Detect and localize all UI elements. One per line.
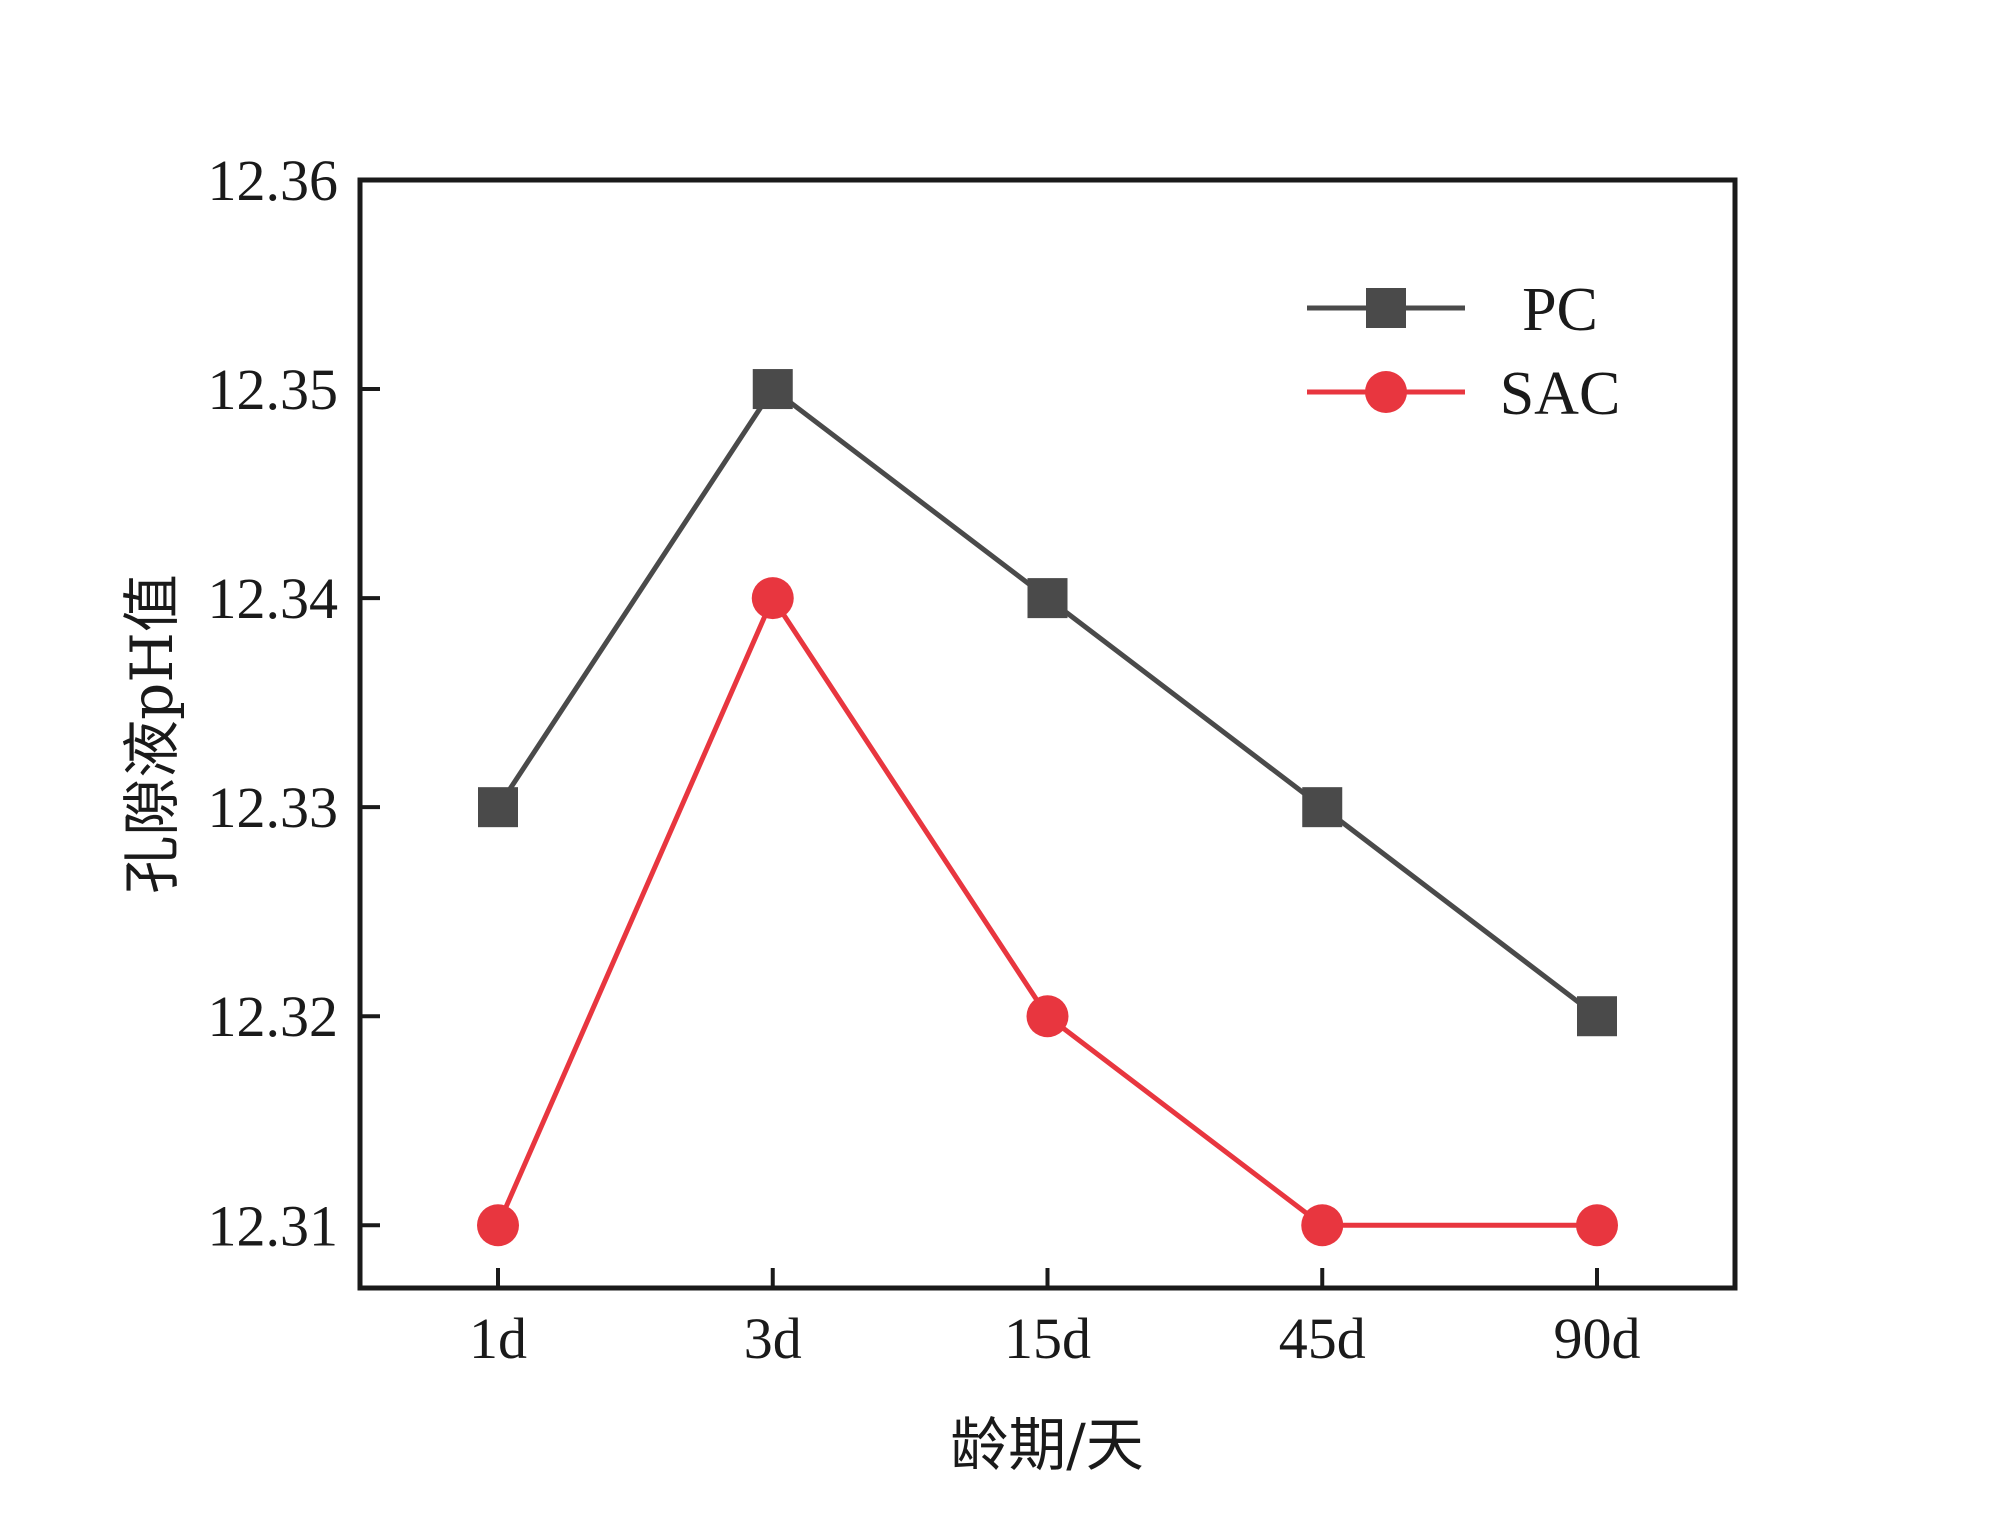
point-sac: [1301, 1204, 1344, 1247]
point-pc: [752, 369, 793, 410]
legend-marker-pc: [1366, 288, 1406, 328]
x-tick-label: 90d: [1554, 1306, 1641, 1371]
y-tick-label: 12.31: [208, 1193, 339, 1258]
point-pc: [1027, 578, 1068, 619]
x-tick-label: 15d: [1004, 1306, 1091, 1371]
y-tick-label: 12.35: [208, 357, 339, 422]
y-tick-label: 12.32: [208, 984, 339, 1049]
point-pc: [1302, 787, 1343, 828]
y-tick-label: 12.34: [208, 566, 339, 631]
ticks-layer: 12.31 12.32 12.33 12.34 12.35 12.36 1d 3d 15d 45d…: [208, 148, 1641, 1371]
point-pc: [1577, 996, 1617, 1037]
legend: PC SAC: [1307, 276, 1620, 428]
y-tick-label: 12.36: [208, 148, 339, 213]
x-axis-title: 龄期/天: [950, 1411, 1144, 1479]
point-pc: [478, 787, 518, 828]
legend-label-pc: PC: [1522, 276, 1598, 344]
point-sac: [1576, 1204, 1618, 1247]
y-tick-label: 12.33: [208, 775, 339, 840]
legend-marker-sac: [1365, 371, 1407, 413]
series-line-pc: [495, 386, 1599, 1019]
legend-label-sac: SAC: [1500, 360, 1621, 428]
series-layer: [477, 369, 1618, 1247]
plot-frame: [357, 177, 1738, 1291]
point-sac: [477, 1204, 519, 1247]
x-tick-label: 45d: [1279, 1306, 1366, 1371]
y-axis-title: 孔隙液pH值: [118, 574, 186, 894]
x-tick-label: 3d: [744, 1306, 802, 1371]
point-sac: [751, 577, 794, 620]
series-line-sac: [495, 595, 1597, 1228]
point-sac: [1026, 995, 1069, 1038]
x-tick-label: 1d: [469, 1306, 527, 1371]
